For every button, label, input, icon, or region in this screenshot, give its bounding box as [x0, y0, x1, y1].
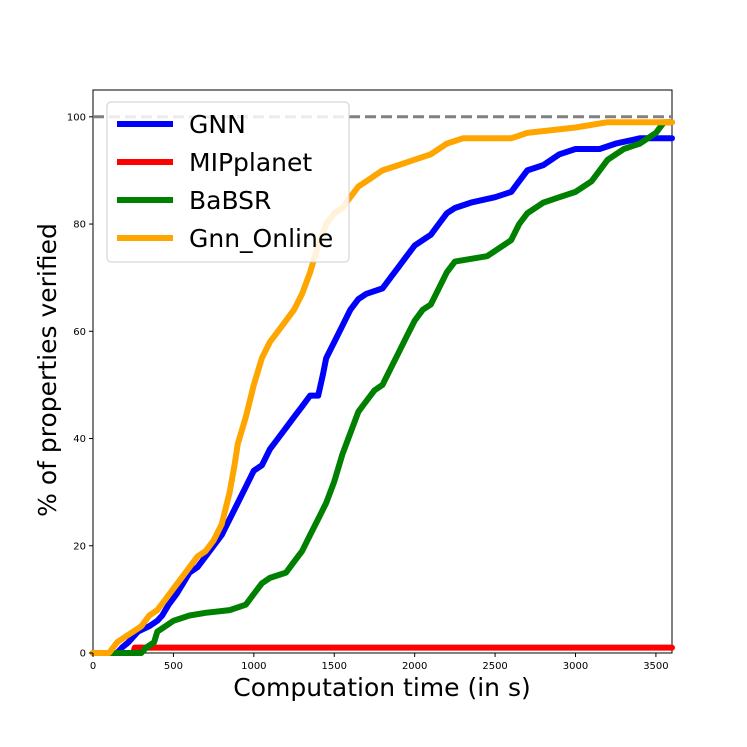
x-tick-label: 1500 — [322, 661, 347, 672]
legend: GNN MIPplanet BaBSR Gnn_Online — [106, 101, 350, 263]
series-line-gnn-online — [90, 119, 675, 656]
x-tick-label: 2500 — [482, 661, 507, 672]
x-tick-label: 0 — [90, 661, 96, 672]
axes-frame — [92, 89, 673, 654]
x-tick-label: 500 — [164, 661, 183, 672]
series-line-babsr — [90, 119, 675, 656]
y-tick-label: 40 — [73, 434, 86, 445]
series-line-gnn — [90, 135, 675, 656]
legend-label: BaBSR — [189, 186, 271, 215]
y-tick-label: 80 — [73, 220, 86, 231]
series-line-mipplanet — [90, 644, 675, 656]
y-tick-label: 0 — [80, 649, 86, 660]
ticks-layer: 0 500 1000 1500 2000 2500 3000 3500 0 20 40 60 80 100 — [67, 112, 669, 672]
y-axis-label: % of properties verified — [33, 223, 62, 517]
y-tick-label: 100 — [67, 112, 86, 123]
x-tick-label: 2000 — [402, 661, 427, 672]
y-tick-label: 60 — [73, 327, 86, 338]
legend-box — [106, 101, 350, 263]
x-tick-label: 3500 — [643, 661, 668, 672]
y-tick-label: 20 — [73, 541, 86, 552]
legend-label: MIPplanet — [189, 148, 312, 177]
x-tick-label: 3000 — [563, 661, 588, 672]
legend-label: Gnn_Online — [189, 224, 333, 253]
legend-label: GNN — [189, 110, 246, 139]
plot-area-border — [92, 89, 673, 654]
series-layer — [90, 119, 675, 656]
x-axis-label: Computation time (in s) — [233, 673, 530, 702]
x-tick-label: 1000 — [241, 661, 266, 672]
